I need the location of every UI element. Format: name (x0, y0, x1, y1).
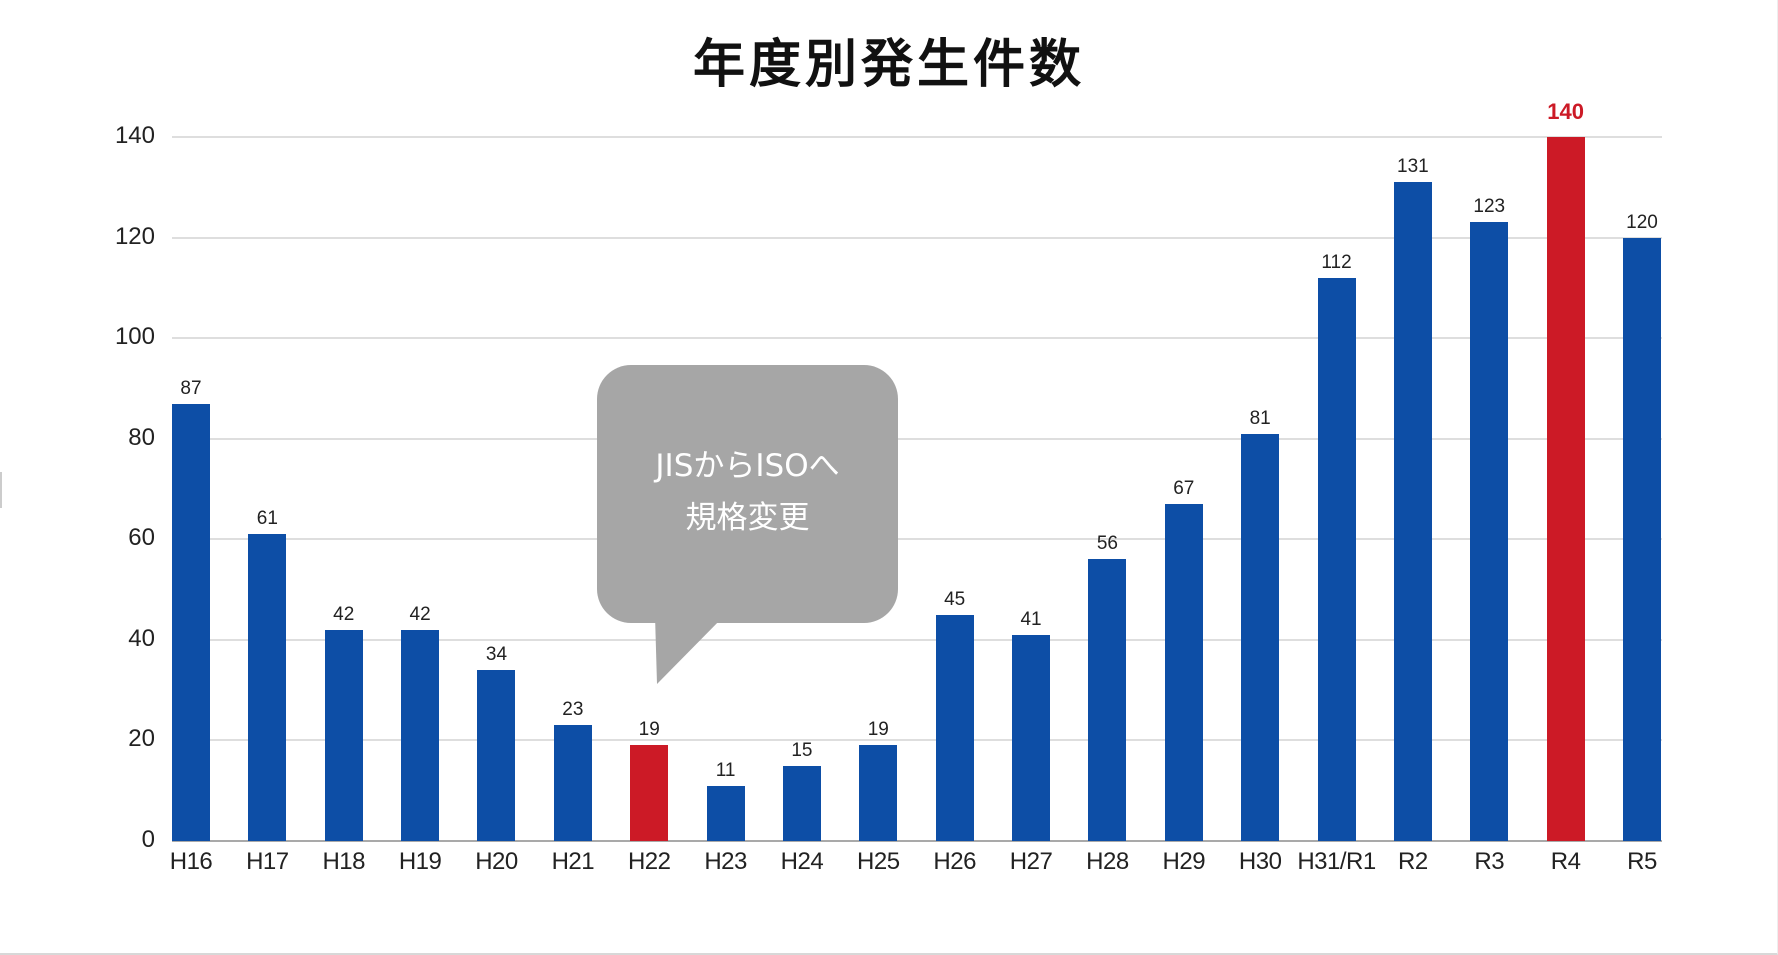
bar-h20 (477, 670, 516, 841)
bar-h17 (248, 534, 287, 841)
bar-h25 (859, 745, 898, 841)
x-tick-label: H28 (1086, 848, 1129, 875)
callout-line-2: 規格変更 (685, 500, 810, 536)
value-label: 19 (638, 719, 660, 741)
x-tick-label: H24 (780, 848, 824, 875)
bar-h22 (630, 745, 669, 841)
value-label: 67 (1173, 478, 1195, 500)
x-tick-label: H26 (933, 848, 976, 875)
callout-text: JISからISOへ 規格変更 (597, 440, 898, 544)
y-tick-label: 60 (128, 524, 155, 552)
bar-h18 (324, 629, 363, 841)
bar-h21 (553, 725, 592, 841)
bar-h27 (1012, 634, 1051, 841)
x-axis-line (172, 840, 1662, 842)
bar-h16 (172, 403, 210, 841)
y-tick-label: 100 (114, 323, 155, 351)
value-label: 112 (1321, 251, 1352, 273)
x-tick-label: H31/R1 (1297, 848, 1376, 875)
value-label: 41 (1020, 608, 1042, 630)
y-tick-label: 20 (128, 725, 155, 753)
x-tick-label: R4 (1550, 848, 1581, 875)
bar-r4 (1546, 137, 1585, 841)
y-tick-label: 140 (114, 122, 155, 149)
value-label: 42 (333, 603, 355, 625)
bar-h30 (1241, 433, 1280, 841)
gridline (172, 638, 1662, 641)
x-tick-label: H19 (398, 848, 442, 875)
x-tick-label: H25 (857, 848, 900, 875)
value-label: 87 (180, 377, 202, 399)
x-tick-label: H23 (704, 848, 747, 875)
value-label: 56 (1096, 533, 1118, 555)
bar-h19 (401, 629, 440, 841)
x-tick-label: H22 (627, 848, 671, 875)
gridline (172, 437, 1662, 440)
callout-bubble (597, 365, 898, 623)
y-tick-label: 40 (128, 624, 155, 652)
callout-line-1: JISからISOへ (655, 448, 840, 484)
chart-title: 年度別発生件数 (692, 35, 1085, 95)
bar-r2 (1393, 182, 1432, 841)
value-label: 81 (1249, 407, 1271, 429)
x-tick-label: H17 (246, 848, 289, 875)
x-tick-label: H27 (1009, 848, 1053, 875)
x-tick-label: R2 (1398, 848, 1428, 875)
gridline (172, 136, 1662, 138)
value-label: 123 (1473, 196, 1506, 218)
bar-h24 (782, 765, 821, 841)
y-tick-label: 120 (114, 222, 155, 250)
value-label: 131 (1397, 156, 1429, 178)
bar-r5 (1623, 237, 1661, 841)
value-label: 15 (791, 739, 813, 761)
value-label: 42 (409, 603, 431, 625)
bar-h23 (706, 785, 745, 841)
bar-h28 (1088, 559, 1127, 841)
bar-h31-r1 (1317, 277, 1356, 841)
bar-h26 (935, 614, 974, 841)
y-tick-label: 0 (141, 826, 155, 853)
value-label: 140 (1547, 99, 1584, 124)
x-tick-label: H18 (322, 848, 365, 875)
x-tick-label: H29 (1162, 848, 1206, 875)
gridline (172, 337, 1662, 340)
gridline (172, 236, 1662, 239)
x-tick-label: R5 (1627, 848, 1657, 875)
y-tick-label: 80 (128, 423, 155, 451)
value-label: 45 (944, 588, 966, 610)
value-label: 34 (485, 644, 508, 666)
value-label: 19 (867, 719, 889, 741)
gridline (172, 739, 1662, 742)
x-tick-label: H30 (1238, 848, 1282, 875)
x-tick-label: H20 (475, 848, 518, 875)
x-tick-label: H16 (169, 848, 213, 875)
x-tick-label: R3 (1474, 848, 1505, 875)
edge-mark (0, 472, 2, 508)
bar-r3 (1470, 222, 1509, 841)
gridline (172, 538, 1662, 541)
bar-h29 (1164, 504, 1203, 841)
x-tick-label: H21 (551, 848, 595, 875)
value-label: 61 (256, 508, 278, 530)
value-label: 23 (562, 699, 584, 721)
value-label: 120 (1626, 211, 1658, 233)
value-label: 11 (715, 759, 736, 781)
